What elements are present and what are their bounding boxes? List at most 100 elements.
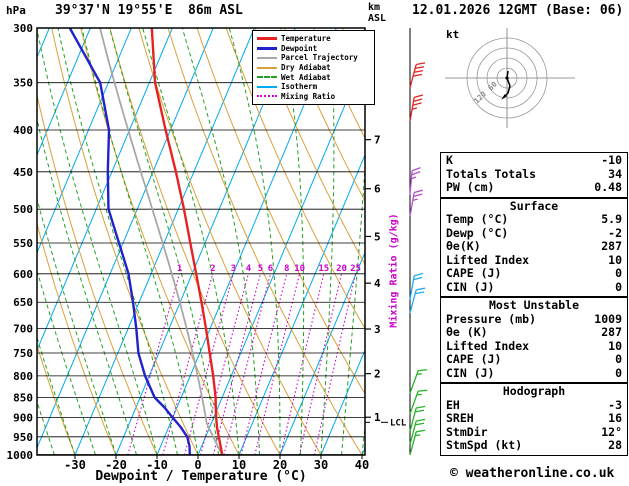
svg-text:1000: 1000 (7, 449, 34, 462)
svg-text:40: 40 (355, 458, 369, 472)
stat-value: 34 (608, 166, 622, 181)
stat-label: CIN (J) (446, 365, 495, 380)
stat-row: CIN (J) 0 (446, 365, 622, 381)
stat-row: Totals Totals 34 (446, 166, 622, 182)
station-title: 39°37'N 19°55'E 86m ASL (55, 3, 243, 18)
hodo-trace-arrow (501, 94, 507, 100)
svg-text:20: 20 (336, 264, 347, 274)
stat-label: StmSpd (kt) (446, 438, 523, 452)
stat-label: Dewp (°C) (446, 225, 509, 240)
stat-value: 5.9 (601, 212, 622, 226)
legend-line-sample (257, 95, 277, 98)
stat-row: Lifted Index 10 (446, 252, 622, 268)
svg-text:10: 10 (232, 458, 246, 472)
svg-text:800: 800 (13, 370, 33, 383)
svg-text:6: 6 (374, 183, 381, 196)
legend-item: Isotherm (257, 82, 370, 92)
stat-label: CIN (J) (446, 279, 495, 294)
svg-text:1: 1 (177, 264, 182, 274)
stat-row: CAPE (J) 0 (446, 352, 622, 367)
stat-row: CIN (J) 0 (446, 279, 622, 295)
dewpoint-line (68, 28, 191, 455)
svg-text:6: 6 (268, 264, 273, 274)
svg-text:2: 2 (374, 368, 381, 381)
stat-value: 12° (601, 424, 622, 439)
svg-text:550: 550 (13, 237, 33, 250)
svg-text:8: 8 (284, 264, 289, 274)
temp-tick-labels: -30 -20 -10 0 10 20 30 40 (64, 455, 369, 472)
stat-row: CAPE (J) 0 (446, 266, 622, 281)
mixing-ratio-lines (127, 273, 357, 455)
legend-label: Temperature (281, 34, 331, 44)
mixing-ratio-axis-label: Mixing Ratio (g/kg) (388, 213, 400, 328)
svg-text:4: 4 (246, 264, 252, 274)
stat-label: SREH (446, 411, 474, 425)
altitude-axis-unit: km ASL (368, 2, 386, 24)
legend-line-sample (257, 85, 277, 88)
altitude-unit-km: km (368, 2, 381, 13)
svg-text:300: 300 (13, 22, 33, 35)
legend-item: Dewpoint (257, 44, 370, 54)
copyright-link[interactable]: © weatheronline.co.uk (450, 466, 615, 481)
box-title: Hodograph (502, 384, 566, 398)
stat-label: θe (K) (446, 325, 488, 339)
lcl-marker: LCL (365, 418, 407, 428)
stat-value: 287 (601, 239, 622, 253)
stat-row: StmDir 12° (446, 424, 622, 440)
svg-text:400: 400 (13, 124, 33, 137)
stat-value: 10 (608, 252, 622, 267)
stat-label: CAPE (J) (446, 266, 502, 280)
pressure-labels: 300 350 400 450 500 550 600 650 700 750 800 850 900 9… (7, 22, 34, 462)
legend-label: Isotherm (281, 82, 318, 92)
svg-text:750: 750 (13, 347, 33, 360)
svg-text:-30: -30 (64, 458, 86, 472)
altitude-unit-asl: ASL (368, 13, 387, 24)
legend-item: Wet Adiabat (257, 72, 370, 82)
stat-value: 0 (615, 266, 622, 280)
stat-value: 0 (615, 365, 622, 380)
svg-text:600: 600 (13, 268, 33, 281)
surface-box: Surface Temp (°C) 5.9 Dewp (°C) -2 θe(K) 287 Li… (440, 197, 628, 297)
km-ticks: 1 2 3 4 5 6 7 (365, 134, 381, 424)
stat-value: -3 (608, 397, 622, 412)
stat-value: 0 (615, 352, 622, 366)
stat-row: PW (cm) 0.48 (446, 180, 622, 195)
svg-text:-20: -20 (105, 458, 127, 472)
stat-row: Lifted Index 10 (446, 338, 622, 354)
stat-value: 0 (615, 279, 622, 294)
legend-line-sample (257, 66, 277, 69)
legend-label: Parcel Trajectory (281, 53, 358, 63)
stat-label: Pressure (mb) (446, 311, 537, 326)
hodo-unit-label: kt (446, 28, 459, 41)
box-title: Surface (509, 198, 559, 213)
stat-row: Temp (°C) 5.9 (446, 212, 622, 227)
svg-text:5: 5 (374, 230, 381, 243)
stat-label: EH (446, 397, 460, 412)
stat-row: Pressure (mb) 1009 (446, 311, 622, 327)
stat-label: K (446, 153, 453, 167)
stat-value: 1009 (594, 311, 622, 326)
legend-item: Parcel Trajectory (257, 53, 370, 63)
stat-label: PW (cm) (446, 180, 495, 194)
hodo-ring (496, 67, 518, 89)
plot-border (36, 27, 366, 456)
svg-text:15: 15 (318, 264, 329, 274)
svg-text:7: 7 (374, 134, 381, 147)
stat-label: Totals Totals (446, 166, 537, 181)
legend-line-sample (257, 46, 277, 50)
stat-row: θe(K) 287 (446, 239, 622, 254)
indices-panel: K -10 Totals Totals 34 PW (cm) 0.48 Surface Tem… (440, 152, 628, 456)
hodograph-box: Hodograph EH -3 SREH 16 StmDir 12° StmSpd (kt) 2… (440, 383, 628, 456)
indices-box: K -10 Totals Totals 34 PW (cm) 0.48 (440, 152, 628, 198)
legend-label: Dry Adiabat (281, 63, 331, 73)
stat-label: Lifted Index (446, 338, 530, 353)
wind-barb-column (409, 28, 428, 456)
hodo-ring (476, 47, 538, 109)
svg-text:0: 0 (194, 458, 201, 472)
chart-legend: Temperature Dewpoint Parcel Trajectory Dry … (252, 30, 375, 106)
svg-text:-10: -10 (146, 458, 168, 472)
svg-text:850: 850 (13, 391, 33, 404)
svg-text:950: 950 (13, 431, 33, 444)
